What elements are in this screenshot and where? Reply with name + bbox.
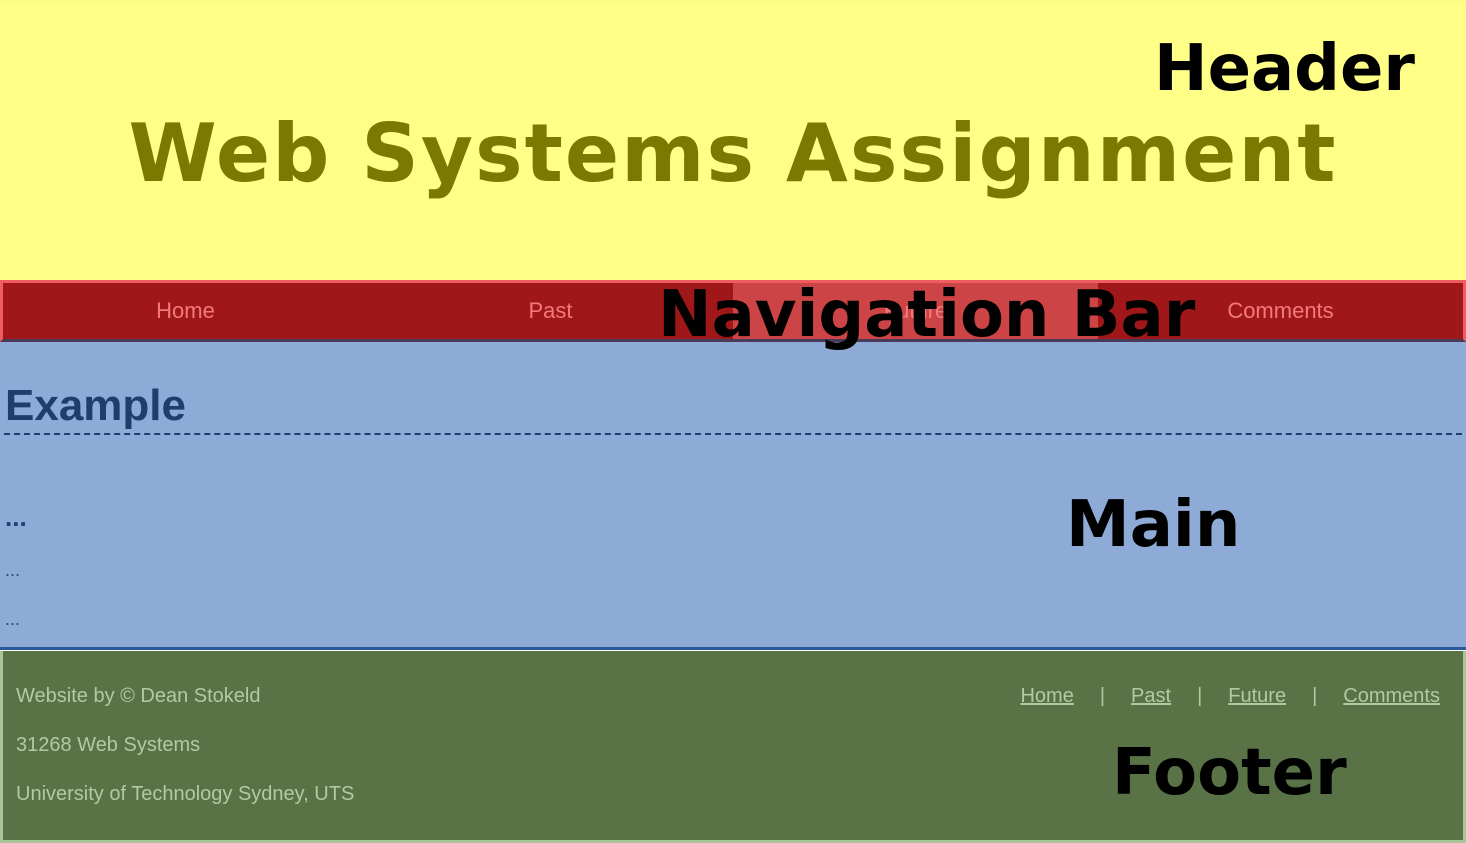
site-title: Web Systems Assignment	[128, 107, 1338, 200]
annotation-footer-label: Footer	[1112, 736, 1347, 810]
footer-link-home[interactable]: Home	[1020, 685, 1074, 707]
nav-item-home[interactable]: Home	[156, 298, 215, 323]
footer-course: 31268 Web Systems	[16, 734, 201, 756]
paragraph: ...	[5, 609, 21, 629]
footer-links: Home | Past | Future | Comments	[1020, 685, 1440, 708]
annotation-main-label: Main	[1066, 488, 1241, 562]
footer: Website by © Dean Stokeld 31268 Web Syst…	[0, 651, 1466, 843]
sub-heading: ...	[5, 502, 27, 532]
paragraph: ...	[5, 560, 21, 580]
nav-item-future[interactable]: Future	[733, 283, 1098, 339]
footer-separator: |	[1099, 685, 1106, 707]
nav-item-past[interactable]: Past	[528, 298, 573, 323]
header: Web Systems Assignment	[0, 0, 1466, 280]
annotation-header-label: Header	[1154, 32, 1415, 106]
footer-link-comments[interactable]: Comments	[1343, 685, 1440, 707]
footer-link-future[interactable]: Future	[1228, 685, 1287, 707]
footer-separator: |	[1197, 685, 1203, 707]
footer-university: University of Technology Sydney, UTS	[16, 783, 355, 805]
main-heading: Example	[5, 381, 186, 430]
footer-credit: Website by © Dean Stokeld	[16, 685, 261, 707]
footer-link-past[interactable]: Past	[1131, 685, 1172, 707]
nav-item-comments[interactable]: Comments	[1227, 298, 1334, 323]
annotation-nav-label: Navigation Bar	[658, 278, 1196, 352]
footer-separator: |	[1312, 685, 1318, 707]
navigation-bar: Home Past Future Comments	[0, 280, 1466, 342]
main-content: Example ... ... ...	[0, 342, 1466, 650]
heading-divider	[4, 433, 1462, 435]
